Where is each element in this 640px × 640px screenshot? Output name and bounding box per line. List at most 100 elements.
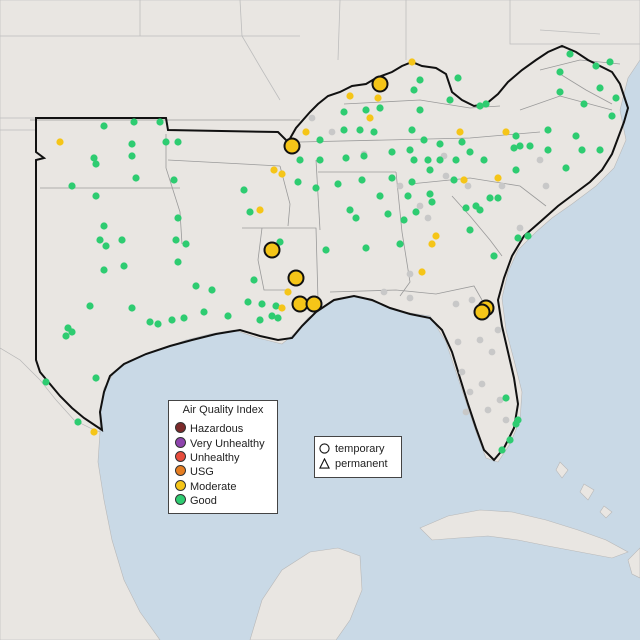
- monitor-good[interactable]: [360, 152, 368, 160]
- monitor-moderate[interactable]: [56, 138, 64, 146]
- monitor-good[interactable]: [294, 178, 302, 186]
- monitor-moderate[interactable]: [432, 232, 440, 240]
- monitor-moderate[interactable]: [278, 170, 286, 178]
- monitor-good[interactable]: [296, 156, 304, 164]
- monitor-good[interactable]: [132, 174, 140, 182]
- monitor-good[interactable]: [436, 156, 444, 164]
- monitor-good[interactable]: [174, 258, 182, 266]
- monitor-good[interactable]: [482, 100, 490, 108]
- monitor-good[interactable]: [258, 300, 266, 308]
- monitor-good[interactable]: [524, 232, 532, 240]
- monitor-no-data[interactable]: [328, 128, 336, 136]
- monitor-moderate[interactable]: [284, 288, 292, 296]
- monitor-good[interactable]: [556, 88, 564, 96]
- monitor-good[interactable]: [410, 86, 418, 94]
- monitor-no-data[interactable]: [396, 182, 404, 190]
- monitor-good[interactable]: [486, 194, 494, 202]
- monitor-good[interactable]: [506, 436, 514, 444]
- monitor-good[interactable]: [592, 62, 600, 70]
- monitor-moderate[interactable]: [90, 428, 98, 436]
- monitor-good[interactable]: [272, 302, 280, 310]
- monitor-good[interactable]: [404, 192, 412, 200]
- monitor-good[interactable]: [516, 142, 524, 150]
- monitor-good[interactable]: [480, 156, 488, 164]
- monitor-good[interactable]: [452, 156, 460, 164]
- monitor-good[interactable]: [130, 118, 138, 126]
- monitor-good[interactable]: [156, 118, 164, 126]
- monitor-no-data[interactable]: [452, 300, 460, 308]
- monitor-moderate[interactable]: [278, 304, 286, 312]
- monitor-good[interactable]: [68, 328, 76, 336]
- monitor-no-data[interactable]: [494, 326, 502, 334]
- monitor-no-data[interactable]: [516, 224, 524, 232]
- monitor-good[interactable]: [180, 314, 188, 322]
- monitor-good[interactable]: [396, 240, 404, 248]
- monitor-good[interactable]: [370, 128, 378, 136]
- monitor-no-data[interactable]: [502, 416, 510, 424]
- monitor-good[interactable]: [400, 216, 408, 224]
- monitor-good[interactable]: [244, 298, 252, 306]
- monitor-good[interactable]: [274, 314, 282, 322]
- monitor-good[interactable]: [388, 148, 396, 156]
- monitor-good[interactable]: [572, 132, 580, 140]
- monitor-moderate-temporary[interactable]: [305, 295, 323, 313]
- monitor-good[interactable]: [240, 186, 248, 194]
- monitor-moderate[interactable]: [418, 268, 426, 276]
- monitor-good[interactable]: [62, 332, 70, 340]
- monitor-good[interactable]: [502, 394, 510, 402]
- monitor-moderate-temporary[interactable]: [291, 295, 309, 313]
- monitor-good[interactable]: [358, 176, 366, 184]
- monitor-good[interactable]: [192, 282, 200, 290]
- monitor-good[interactable]: [490, 252, 498, 260]
- monitor-no-data[interactable]: [496, 396, 504, 404]
- monitor-good[interactable]: [420, 136, 428, 144]
- monitor-good[interactable]: [342, 154, 350, 162]
- monitor-good[interactable]: [224, 312, 232, 320]
- monitor-moderate[interactable]: [428, 240, 436, 248]
- monitor-good[interactable]: [256, 316, 264, 324]
- monitor-good[interactable]: [208, 286, 216, 294]
- monitor-no-data[interactable]: [458, 368, 466, 376]
- monitor-good[interactable]: [128, 140, 136, 148]
- monitor-no-data[interactable]: [406, 294, 414, 302]
- monitor-good[interactable]: [606, 58, 614, 66]
- monitor-good[interactable]: [512, 166, 520, 174]
- monitor-good[interactable]: [146, 318, 154, 326]
- monitor-good[interactable]: [340, 126, 348, 134]
- monitor-good[interactable]: [322, 246, 330, 254]
- monitor-good[interactable]: [376, 104, 384, 112]
- monitor-good[interactable]: [100, 222, 108, 230]
- monitor-good[interactable]: [362, 106, 370, 114]
- monitor-moderate-temporary[interactable]: [371, 75, 389, 93]
- monitor-no-data[interactable]: [542, 182, 550, 190]
- monitor-good[interactable]: [426, 166, 434, 174]
- monitor-good[interactable]: [556, 68, 564, 76]
- monitor-good[interactable]: [174, 214, 182, 222]
- monitor-no-data[interactable]: [488, 348, 496, 356]
- monitor-good[interactable]: [608, 112, 616, 120]
- monitor-good[interactable]: [426, 190, 434, 198]
- monitor-good[interactable]: [412, 208, 420, 216]
- monitor-moderate-temporary[interactable]: [473, 303, 491, 321]
- monitor-good[interactable]: [154, 320, 162, 328]
- monitor-good[interactable]: [120, 262, 128, 270]
- monitor-good[interactable]: [580, 100, 588, 108]
- monitor-no-data[interactable]: [498, 182, 506, 190]
- monitor-moderate[interactable]: [494, 174, 502, 182]
- monitor-good[interactable]: [544, 146, 552, 154]
- monitor-good[interactable]: [446, 96, 454, 104]
- monitor-good[interactable]: [92, 192, 100, 200]
- monitor-no-data[interactable]: [468, 296, 476, 304]
- monitor-good[interactable]: [428, 198, 436, 206]
- monitor-good[interactable]: [172, 236, 180, 244]
- monitor-good[interactable]: [562, 164, 570, 172]
- monitor-good[interactable]: [346, 206, 354, 214]
- monitor-no-data[interactable]: [416, 202, 424, 210]
- monitor-no-data[interactable]: [476, 336, 484, 344]
- monitor-good[interactable]: [408, 178, 416, 186]
- monitor-good[interactable]: [544, 126, 552, 134]
- monitor-good[interactable]: [268, 312, 276, 320]
- monitor-good[interactable]: [352, 214, 360, 222]
- monitor-good[interactable]: [454, 74, 462, 82]
